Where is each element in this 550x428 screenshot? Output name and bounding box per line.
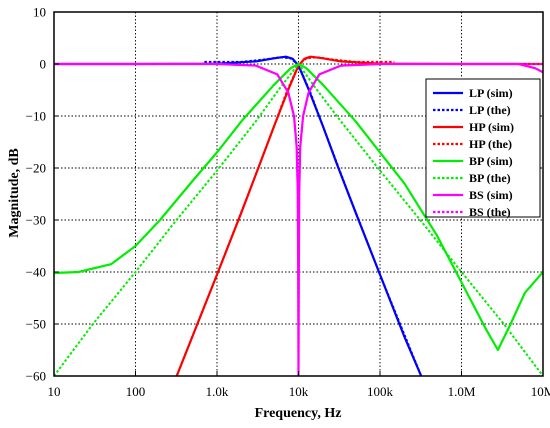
legend-label: HP (sim) <box>469 120 514 134</box>
y-tick-label: −30 <box>26 213 46 228</box>
legend-label: BP (sim) <box>469 154 513 168</box>
legend-label: LP (the) <box>469 103 511 117</box>
y-tick-label: −60 <box>26 369 46 384</box>
legend-label: LP (sim) <box>469 86 513 100</box>
legend-label: BS (the) <box>469 205 511 219</box>
legend-box <box>425 78 541 218</box>
y-tick-label: 10 <box>33 5 46 20</box>
legend-label: BP (the) <box>469 171 511 185</box>
x-axis-label: Frequency, Hz <box>255 406 342 421</box>
x-tick-label: 1.0k <box>206 384 229 399</box>
y-tick-label: −10 <box>26 109 46 124</box>
series-line-bs-the <box>54 63 543 376</box>
x-tick-label: 10 <box>48 384 61 399</box>
legend-label: BS (sim) <box>469 188 513 202</box>
y-tick-label: −50 <box>26 317 46 332</box>
y-tick-label: −40 <box>26 265 46 280</box>
x-tick-label: 100k <box>367 384 394 399</box>
y-axis-label: Magnitude, dB <box>7 148 22 237</box>
x-tick-label: 1.0M <box>448 384 476 399</box>
x-tick-label: 10M <box>531 384 550 399</box>
y-tick-label: 0 <box>40 57 47 72</box>
series-line-bp-the <box>54 63 543 376</box>
axis-ticks: 10 100 1.0k 10k 100k 1.0M 10M−60−50−40−30−20−1… <box>26 5 550 400</box>
x-tick-label: 10k <box>289 384 309 399</box>
x-tick-label: 100 <box>126 384 146 399</box>
series-lines <box>54 55 543 376</box>
y-tick-label: −20 <box>26 161 46 176</box>
legend: LP (sim) LP (the) HP (sim) HP (the) BP (sim)… <box>425 78 541 219</box>
legend-label: HP (the) <box>469 137 512 151</box>
series-line-bp-sim <box>54 62 543 352</box>
